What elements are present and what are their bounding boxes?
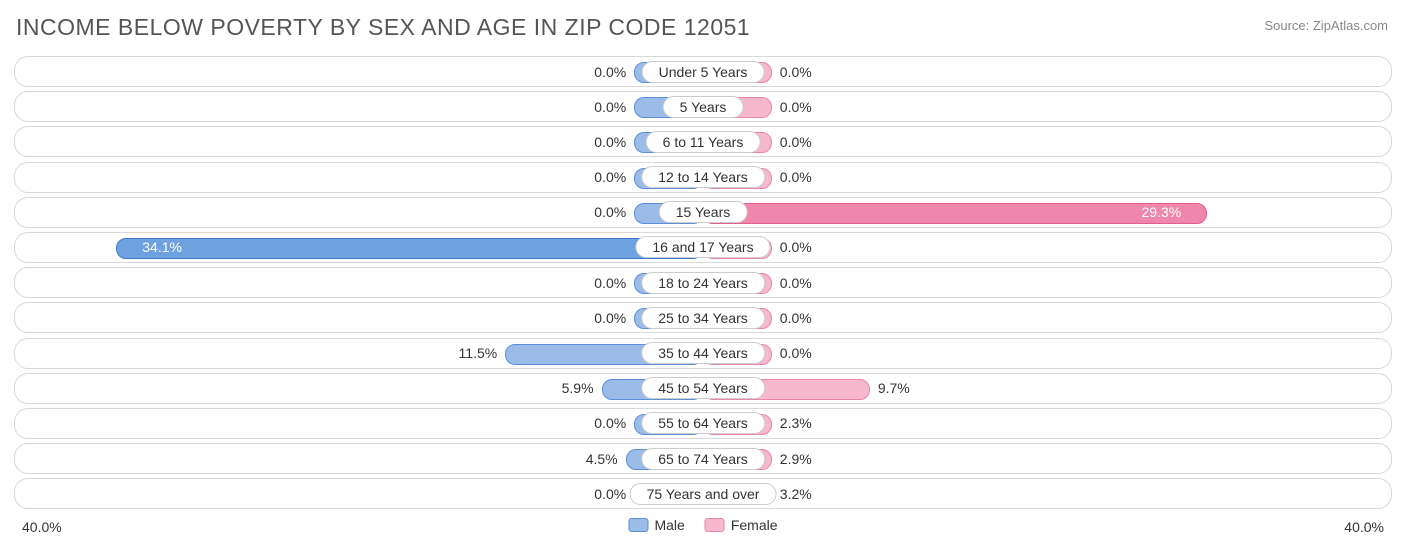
data-row: 0.0% 0.0% 6 to 11 Years <box>14 126 1392 157</box>
legend-item-female: Female <box>705 517 778 533</box>
legend-swatch-female <box>705 518 725 532</box>
male-value-label: 0.0% <box>594 310 626 326</box>
data-row: 0.0% 3.2%75 Years and over <box>14 478 1392 509</box>
female-value-label: 29.3% <box>1141 204 1193 220</box>
female-value-label: 0.0% <box>780 239 812 255</box>
chart-container: INCOME BELOW POVERTY BY SEX AND AGE IN Z… <box>0 0 1406 559</box>
category-pill: 55 to 64 Years <box>641 412 765 434</box>
female-value-label: 0.0% <box>780 169 812 185</box>
male-value-label: 0.0% <box>594 486 626 502</box>
chart-source: Source: ZipAtlas.com <box>1264 18 1388 33</box>
category-pill: 15 Years <box>659 201 748 223</box>
data-row: 0.0% 29.3% 15 Years <box>14 197 1392 228</box>
category-pill: 5 Years <box>663 96 744 118</box>
female-value-label: 0.0% <box>780 99 812 115</box>
category-pill: 16 and 17 Years <box>635 236 770 258</box>
data-row: 11.5% 0.0% 35 to 44 Years <box>14 338 1392 369</box>
male-value-label: 34.1% <box>130 239 182 255</box>
female-value-label: 0.0% <box>780 134 812 150</box>
chart-plot-area: 0.0%0.0%Under 5 Years0.0%0.0%5 Years0.0%… <box>14 56 1392 515</box>
male-bar <box>116 238 703 259</box>
male-value-label: 0.0% <box>594 64 626 80</box>
data-row: 34.1% 0.0% 16 and 17 Years <box>14 232 1392 263</box>
male-value-label: 0.0% <box>594 134 626 150</box>
male-value-label: 0.0% <box>594 204 626 220</box>
category-pill: 35 to 44 Years <box>641 342 765 364</box>
category-pill: 65 to 74 Years <box>641 448 765 470</box>
male-value-label: 11.5% <box>459 345 498 361</box>
data-row: 0.0% 0.0% 18 to 24 Years <box>14 267 1392 298</box>
female-value-label: 0.0% <box>780 64 812 80</box>
category-pill: 75 Years and over <box>630 483 777 505</box>
male-value-label: 0.0% <box>594 275 626 291</box>
female-bar <box>703 203 1207 224</box>
male-value-label: 4.5% <box>586 451 618 467</box>
female-value-label: 0.0% <box>780 345 812 361</box>
data-row: 0.0% 0.0% Under 5 Years <box>14 56 1392 87</box>
female-value-label: 0.0% <box>780 310 812 326</box>
male-value-label: 5.9% <box>562 380 594 396</box>
legend-swatch-male <box>628 518 648 532</box>
axis-max-right: 40.0% <box>1344 519 1384 535</box>
data-row: 0.0% 0.0% 12 to 14 Years <box>14 162 1392 193</box>
category-pill: 6 to 11 Years <box>646 131 761 153</box>
male-value-label: 0.0% <box>594 99 626 115</box>
category-pill: 18 to 24 Years <box>641 272 765 294</box>
female-value-label: 3.2% <box>780 486 812 502</box>
category-pill: Under 5 Years <box>642 61 765 83</box>
data-row: 0.0% 0.0% 5 Years <box>14 91 1392 122</box>
legend-item-male: Male <box>628 517 684 533</box>
female-value-label: 0.0% <box>780 275 812 291</box>
legend-label-female: Female <box>731 517 778 533</box>
axis-row: 40.0% Male Female 40.0% <box>14 517 1392 539</box>
female-value-label: 2.9% <box>780 451 812 467</box>
data-row: 0.0% 2.3% 55 to 64 Years <box>14 408 1392 439</box>
male-value-label: 0.0% <box>594 169 626 185</box>
category-pill: 25 to 34 Years <box>641 307 765 329</box>
data-row: 4.5% 2.9% 65 to 74 Years <box>14 443 1392 474</box>
female-value-label: 9.7% <box>878 380 910 396</box>
category-pill: 45 to 54 Years <box>641 377 765 399</box>
chart-title: INCOME BELOW POVERTY BY SEX AND AGE IN Z… <box>16 14 750 41</box>
legend-label-male: Male <box>654 517 684 533</box>
data-row: 5.9% 9.7% 45 to 54 Years <box>14 373 1392 404</box>
axis-max-left: 40.0% <box>22 519 62 535</box>
category-pill: 12 to 14 Years <box>641 166 765 188</box>
male-value-label: 0.0% <box>594 415 626 431</box>
female-value-label: 2.3% <box>780 415 812 431</box>
legend: Male Female <box>628 517 777 533</box>
data-row: 0.0% 0.0% 25 to 34 Years <box>14 302 1392 333</box>
